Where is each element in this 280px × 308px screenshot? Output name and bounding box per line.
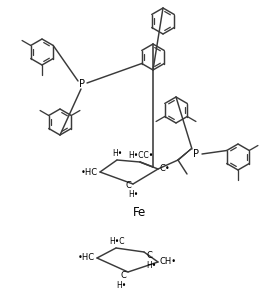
Text: C•: C• — [160, 164, 171, 172]
Text: H•: H• — [116, 281, 126, 290]
Text: H•CC•: H•CC• — [128, 151, 154, 160]
Text: H•: H• — [146, 261, 156, 270]
Text: C: C — [146, 252, 152, 261]
Text: •HC: •HC — [78, 253, 95, 262]
Text: C: C — [120, 271, 126, 281]
Text: H•: H• — [112, 148, 122, 157]
Text: H•C: H•C — [109, 237, 125, 245]
Text: P: P — [193, 149, 199, 159]
Text: CH•: CH• — [160, 257, 177, 266]
Text: •HC: •HC — [81, 168, 98, 176]
Text: P: P — [79, 79, 85, 89]
Text: Fe: Fe — [133, 205, 147, 218]
Text: C: C — [125, 180, 131, 189]
Text: H•: H• — [128, 189, 138, 198]
